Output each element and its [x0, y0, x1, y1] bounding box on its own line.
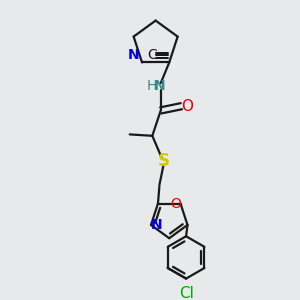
Text: O: O [170, 196, 181, 211]
Text: C: C [147, 48, 157, 62]
Text: H: H [146, 80, 157, 93]
Text: Cl: Cl [178, 286, 194, 300]
Text: S: S [158, 152, 169, 170]
Text: N: N [128, 48, 140, 62]
Text: O: O [182, 99, 194, 114]
Text: N: N [154, 80, 166, 93]
Text: N: N [150, 218, 162, 232]
